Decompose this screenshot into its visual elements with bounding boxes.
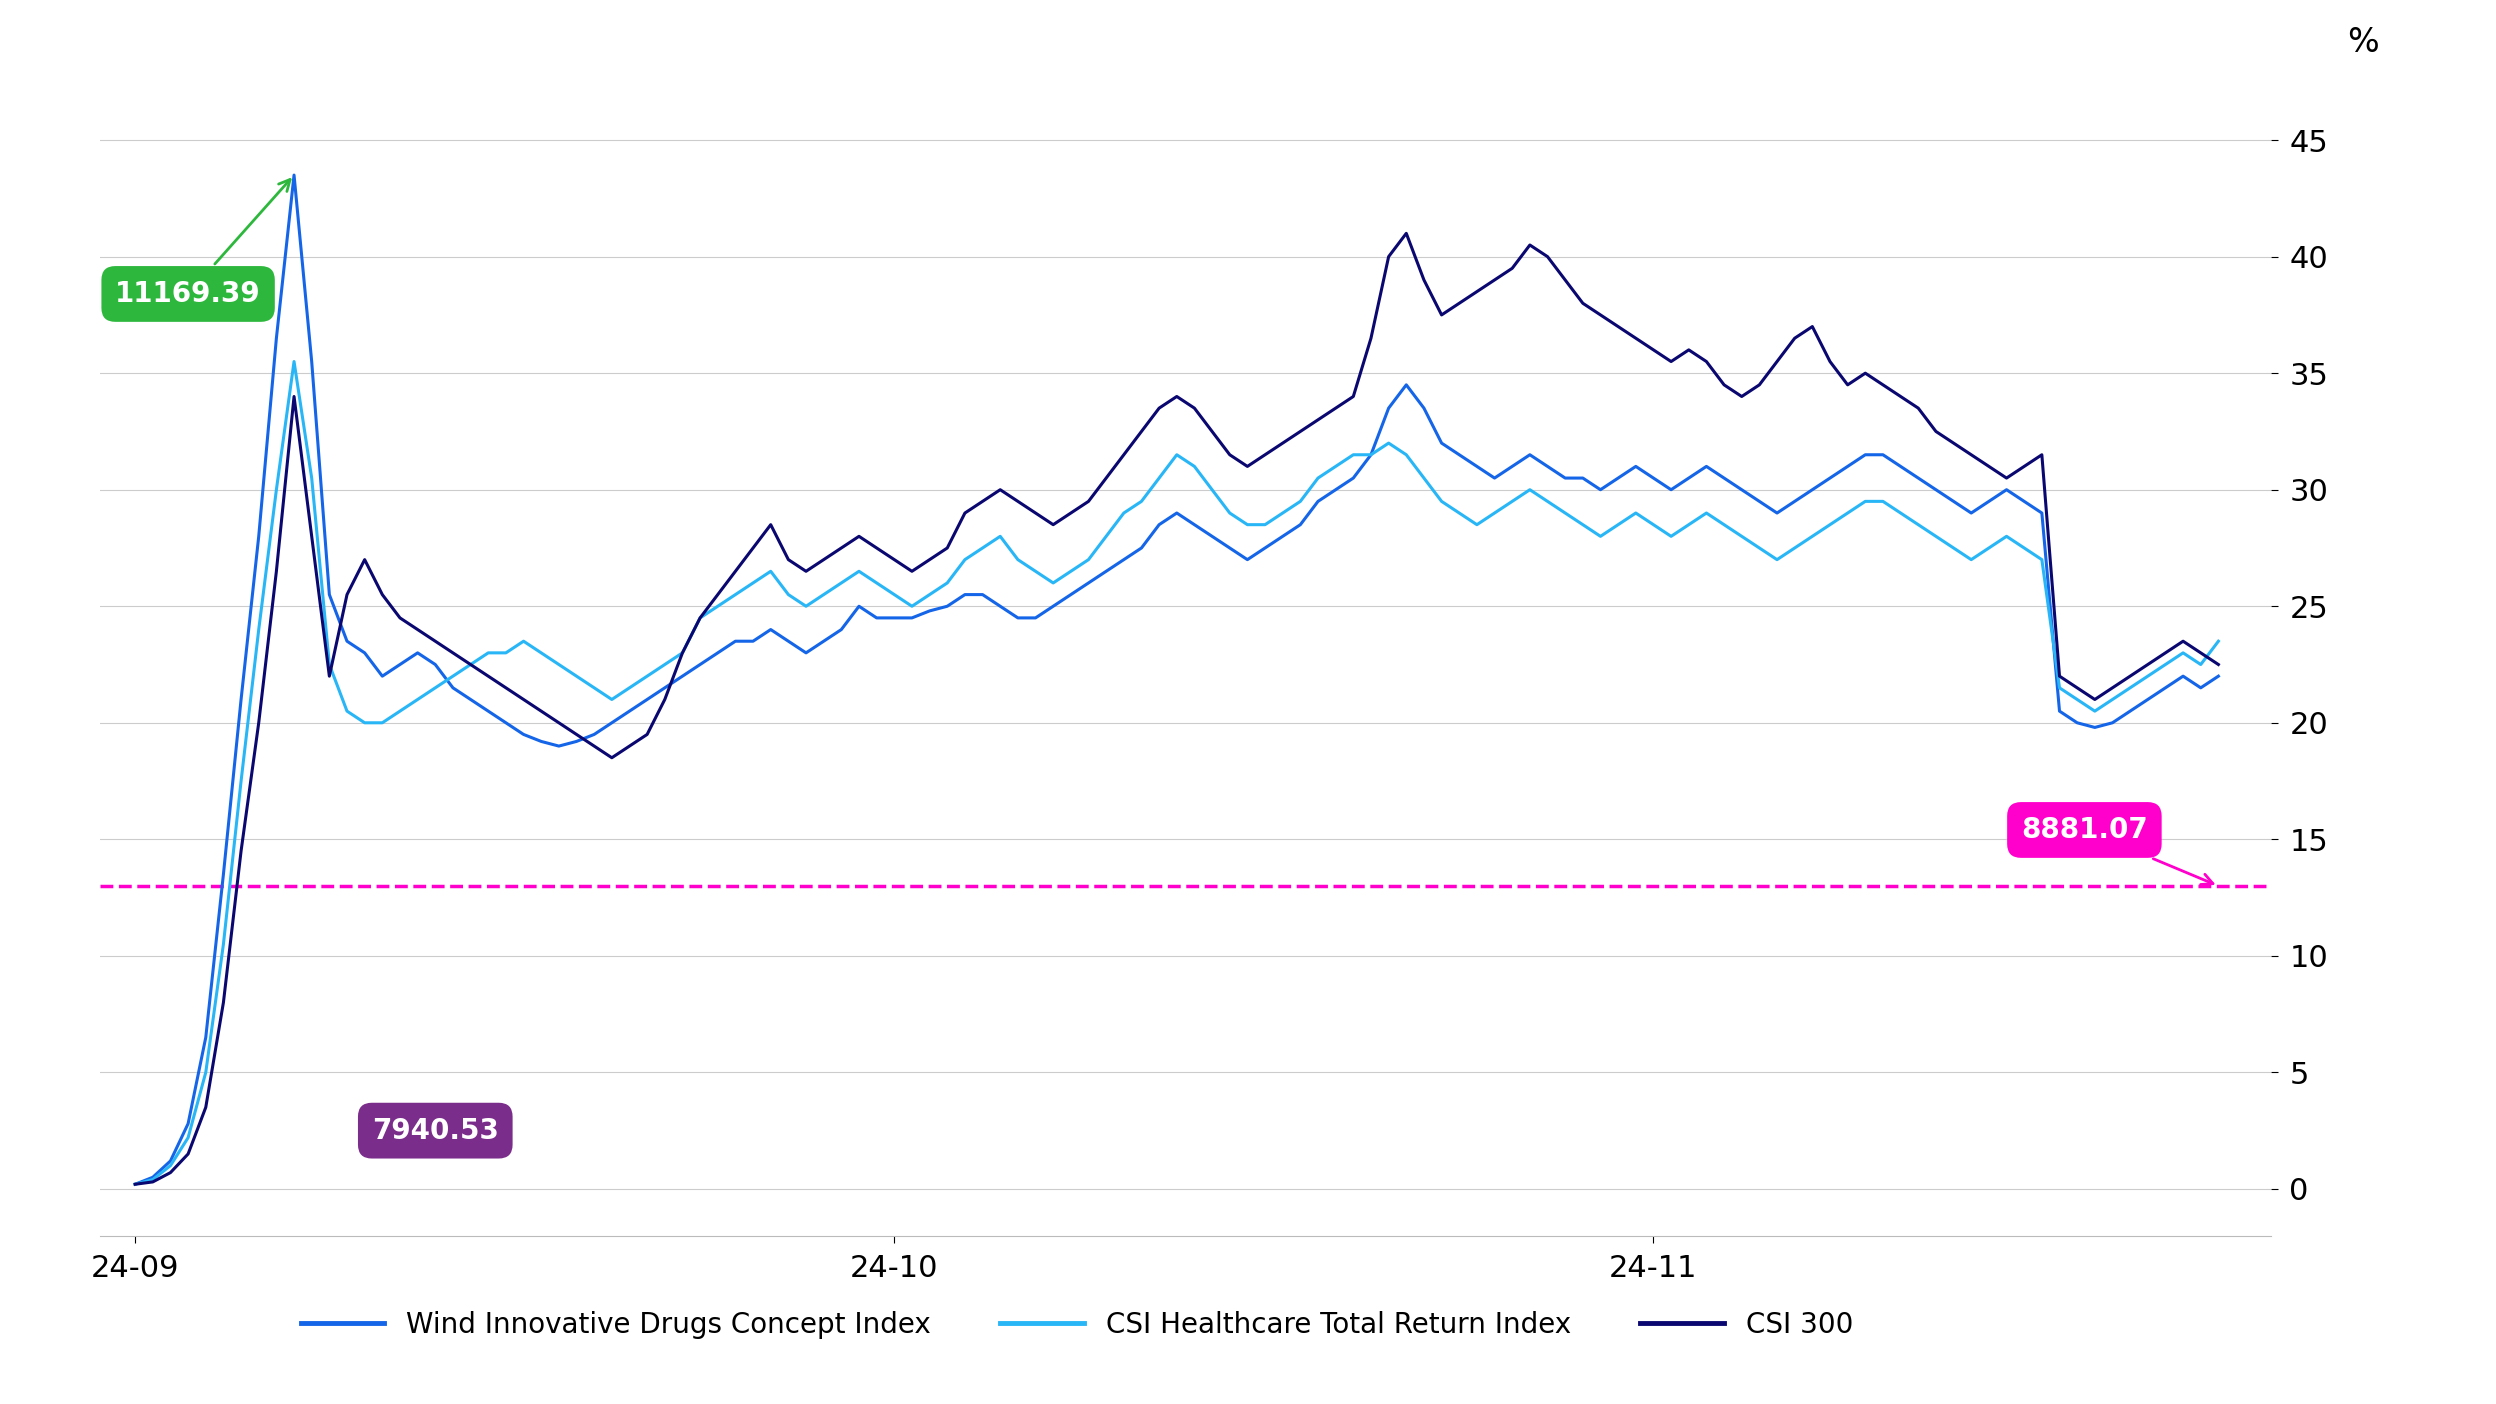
Line: CSI 300: CSI 300 (135, 233, 2219, 1184)
Wind Innovative Drugs Concept Index (562, 733, 592, 750)
CSI Healthcare Total Return Index (1657, 528, 1687, 545)
Wind Innovative Drugs Concept Index (1815, 469, 1845, 487)
CSI Healthcare Total Return Index (1922, 528, 1952, 545)
CSI Healthcare Total Return Index (1355, 446, 1385, 463)
CSI Healthcare Total Return Index (562, 668, 592, 685)
Text: 11169.39: 11169.39 (115, 180, 290, 307)
Line: CSI Healthcare Total Return Index: CSI Healthcare Total Return Index (135, 361, 2219, 1184)
Wind Innovative Drugs Concept Index (1355, 446, 1385, 463)
CSI 300 (2204, 656, 2234, 673)
Wind Innovative Drugs Concept Index (1657, 482, 1687, 498)
Text: 8881.07: 8881.07 (2022, 816, 2214, 885)
Line: Wind Innovative Drugs Concept Index: Wind Innovative Drugs Concept Index (135, 176, 2219, 1184)
Wind Innovative Drugs Concept Index (120, 1175, 150, 1192)
Wind Innovative Drugs Concept Index (2204, 668, 2234, 685)
CSI Healthcare Total Return Index (791, 598, 821, 615)
Legend: Wind Innovative Drugs Concept Index, CSI Healthcare Total Return Index, CSI 300: Wind Innovative Drugs Concept Index, CSI… (290, 1300, 1865, 1349)
CSI Healthcare Total Return Index (1815, 517, 1845, 534)
CSI 300 (544, 715, 574, 731)
CSI 300 (1390, 225, 1420, 241)
CSI 300 (1338, 388, 1368, 404)
CSI 300 (1815, 352, 1845, 369)
Wind Innovative Drugs Concept Index (280, 167, 310, 184)
Text: %: % (2346, 25, 2379, 59)
CSI Healthcare Total Return Index (120, 1175, 150, 1192)
CSI Healthcare Total Return Index (2204, 633, 2234, 650)
Wind Innovative Drugs Concept Index (791, 644, 821, 661)
CSI Healthcare Total Return Index (280, 352, 310, 369)
Text: 7940.53: 7940.53 (372, 1116, 499, 1144)
CSI 300 (1657, 352, 1687, 369)
CSI 300 (1922, 423, 1952, 439)
CSI 300 (120, 1175, 150, 1192)
Wind Innovative Drugs Concept Index (1922, 482, 1952, 498)
CSI 300 (774, 552, 804, 569)
